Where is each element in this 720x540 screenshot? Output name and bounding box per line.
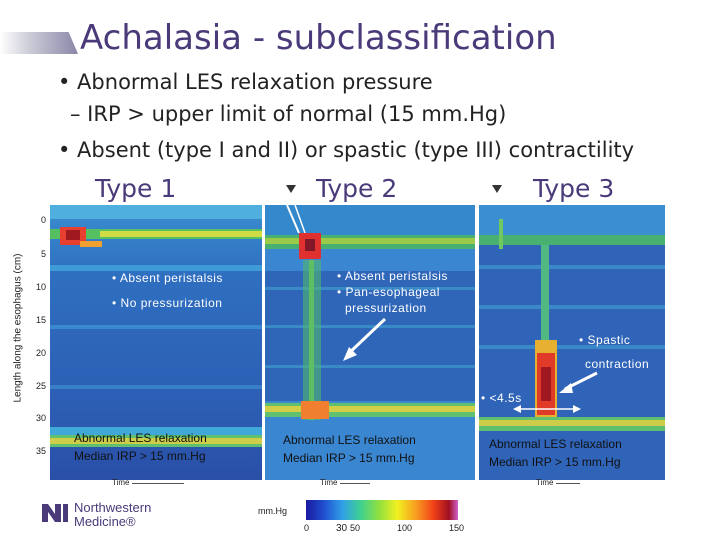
time-axis-line-3 <box>556 483 580 484</box>
colorbar-tick: 0 <box>304 523 310 533</box>
time-label-2: Time <box>320 478 338 487</box>
les-relaxation-label: Abnormal LES relaxation <box>74 431 207 445</box>
logo-line-2: Medicine® <box>74 514 136 529</box>
y-tick: 20 <box>35 348 46 358</box>
northwestern-logo-icon <box>42 504 68 522</box>
colorbar-tick: 50 <box>350 523 361 533</box>
type-1-label: Type 1 <box>95 174 177 203</box>
y-tick: 10 <box>35 282 46 292</box>
colorbar-tick: 30 <box>336 523 348 534</box>
y-tick: 0 <box>40 215 46 225</box>
y-tick: 25 <box>35 381 46 391</box>
annotation-no-pressurization: • No pressurization <box>112 296 223 310</box>
les-relaxation-label: Abnormal LES relaxation <box>489 437 622 451</box>
bullet-les-relaxation: • Abnormal LES relaxation pressure <box>58 70 433 94</box>
bullet-contractility: • Absent (type I and II) or spastic (typ… <box>58 138 635 162</box>
type-2-label: Type 2 <box>316 174 398 203</box>
title-decoration-bar <box>0 32 78 54</box>
colorbar-tick: 100 <box>397 523 413 533</box>
annotation-pressurization: pressurization <box>345 301 427 315</box>
type-3-marker-icon <box>492 185 502 193</box>
y-tick: 30 <box>35 413 46 423</box>
y-tick: 35 <box>35 446 46 456</box>
colorbar-unit-label: mm.Hg <box>258 506 287 516</box>
time-label-3: Time <box>536 478 554 487</box>
type-3-label: Type 3 <box>533 174 615 203</box>
annotation-pan-esophageal: • Pan-esophageal <box>337 285 440 299</box>
time-label-1: Time <box>112 478 130 487</box>
median-irp-label: Median IRP > 15 mm.Hg <box>74 449 206 463</box>
time-axis-line-1 <box>132 483 184 484</box>
bullet-irp: – IRP > upper limit of normal (15 mm.Hg) <box>70 102 507 126</box>
type-2-marker-icon <box>286 185 296 193</box>
annotation-absent-peristalsis: • Absent peristalsis <box>337 269 448 283</box>
colorbar-tick: 150 <box>449 523 465 533</box>
time-axis-line-2 <box>340 483 370 484</box>
slide-title: Achalasia - subclassification <box>80 18 557 58</box>
pressure-topography-type-2: • Absent peristalsis • Pan-esophageal pr… <box>265 205 475 480</box>
pressure-colorbar <box>306 500 458 520</box>
les-relaxation-label: Abnormal LES relaxation <box>283 433 416 447</box>
pressure-topography-type-3: • Spastic contraction • <4.5s Abnormal L… <box>479 205 665 480</box>
annotation-contraction: contraction <box>585 357 650 371</box>
y-tick: 5 <box>40 249 46 259</box>
logo-line-1: Northwestern <box>74 500 152 515</box>
annotation-absent-peristalsis: • Absent peristalsis <box>112 271 223 285</box>
y-tick: 15 <box>35 315 46 325</box>
annotation-duration: • <4.5s <box>481 391 522 405</box>
annotation-spastic: • Spastic <box>579 333 631 347</box>
pressure-topography-type-1: • Absent peristalsis • No pressurization… <box>50 205 262 480</box>
median-irp-label: Median IRP > 15 mm.Hg <box>489 455 621 469</box>
median-irp-label: Median IRP > 15 mm.Hg <box>283 451 415 465</box>
